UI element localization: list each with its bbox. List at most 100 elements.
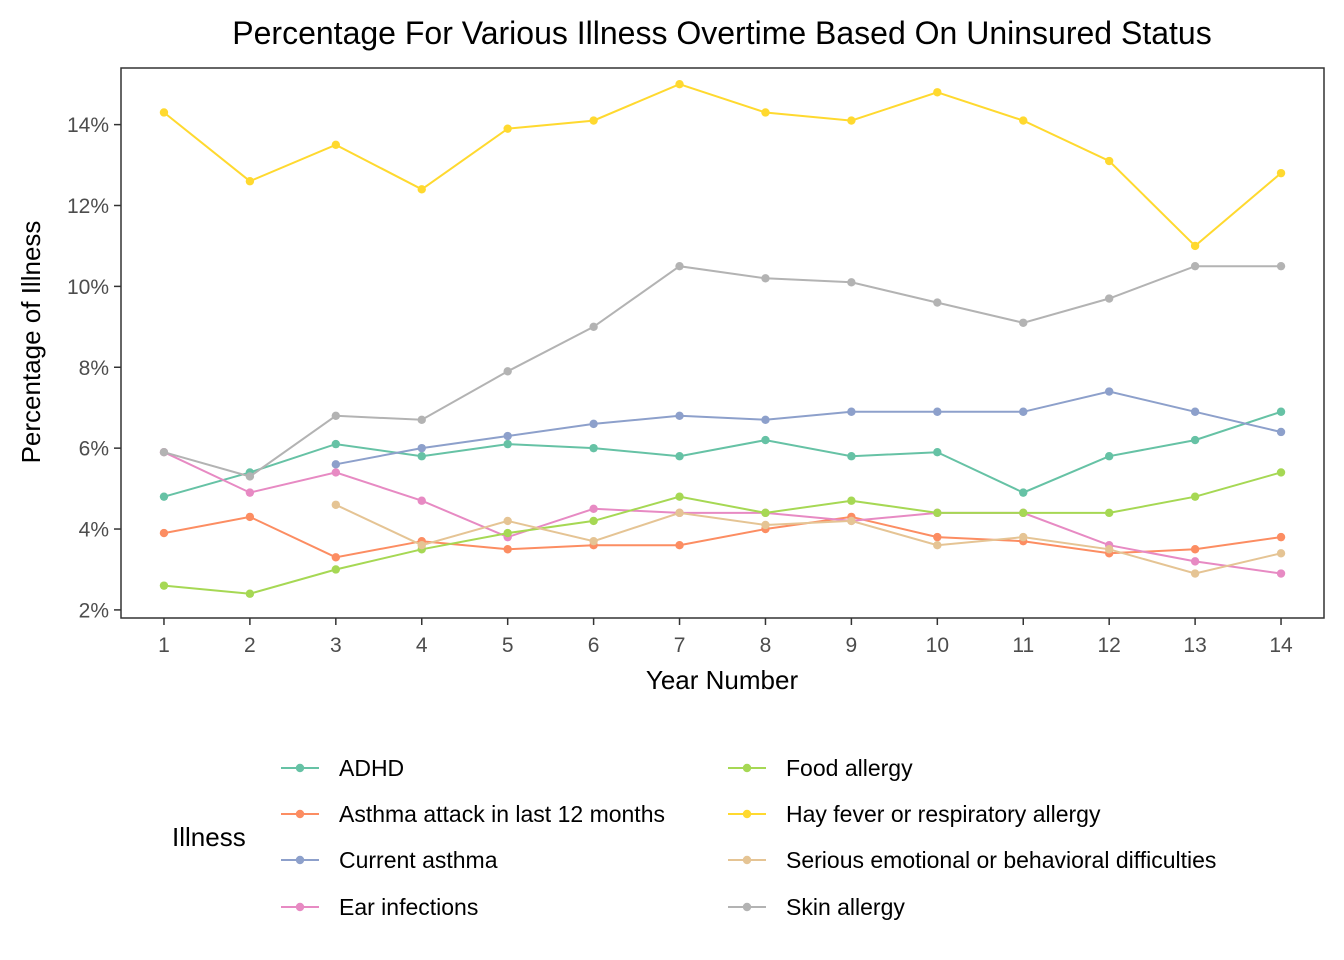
data-point-adhd xyxy=(1190,435,1200,445)
data-point-adhd xyxy=(589,443,598,453)
x-axis-title: Year Number xyxy=(646,665,799,695)
data-point-skin-allergy xyxy=(159,447,169,457)
y-tick-label: 10% xyxy=(67,276,109,299)
y-tick-label: 8% xyxy=(79,357,109,380)
x-tick-label: 12 xyxy=(1097,634,1120,657)
data-point-asthma-attack-in-last-12-months xyxy=(245,512,255,522)
data-point-adhd xyxy=(1104,452,1114,461)
y-tick-label: 12% xyxy=(67,195,109,218)
data-point-ear-infections xyxy=(331,468,341,477)
legend-items: ADHD Asthma attack in last 12 months Curre… xyxy=(281,755,1216,920)
x-tick-label: 14 xyxy=(1269,634,1293,657)
x-tick-label: 6 xyxy=(588,634,600,657)
data-point-adhd xyxy=(847,452,856,461)
data-point-adhd xyxy=(331,439,341,449)
x-tick-label: 1 xyxy=(158,634,170,657)
data-point-current-asthma xyxy=(675,411,684,420)
data-point-adhd xyxy=(503,439,512,449)
data-point-adhd xyxy=(675,452,684,461)
plot-border xyxy=(120,67,1325,619)
legend-item-ear-infections: Ear infections xyxy=(281,894,478,920)
data-point-skin-allergy xyxy=(503,367,512,376)
data-point-skin-allergy xyxy=(761,274,770,283)
legend-item-food-allergy: Food allergy xyxy=(728,755,913,781)
data-point-food-allergy xyxy=(1019,508,1028,518)
x-tick-label: 11 xyxy=(1012,634,1034,657)
series-line-hay-fever-or-respiratory-allergy xyxy=(163,83,1282,248)
data-point-hay-fever-or-respiratory-allergy xyxy=(675,79,684,89)
data-point-skin-allergy xyxy=(1019,318,1028,327)
y-tick-label: 6% xyxy=(79,438,109,461)
data-point-ear-infections xyxy=(1276,569,1286,578)
data-point-hay-fever-or-respiratory-allergy xyxy=(1190,241,1200,251)
data-point-current-asthma xyxy=(1104,387,1114,396)
data-point-hay-fever-or-respiratory-allergy xyxy=(503,124,512,133)
data-point-serious-emotional-or-behavioral-difficulties xyxy=(847,516,856,526)
y-tick-label: 4% xyxy=(79,519,109,542)
legend-label: Serious emotional or behavioral difficul… xyxy=(786,847,1216,873)
data-point-current-asthma xyxy=(589,419,598,429)
legend-key-point xyxy=(742,763,752,773)
data-point-asthma-attack-in-last-12-months xyxy=(159,528,169,538)
data-point-asthma-attack-in-last-12-months xyxy=(1190,545,1200,554)
data-point-adhd xyxy=(1019,488,1028,497)
legend-key-point xyxy=(742,902,752,912)
legend-title: Illness xyxy=(172,822,246,852)
legend-label: Asthma attack in last 12 months xyxy=(339,801,665,827)
data-point-serious-emotional-or-behavioral-difficulties xyxy=(1276,549,1286,558)
data-point-current-asthma xyxy=(331,460,341,469)
legend-label: Skin allergy xyxy=(786,894,905,920)
data-point-serious-emotional-or-behavioral-difficulties xyxy=(1019,532,1028,542)
data-point-food-allergy xyxy=(1190,492,1200,501)
data-point-skin-allergy xyxy=(847,278,856,287)
data-point-adhd xyxy=(761,435,770,445)
series-line-adhd xyxy=(163,410,1282,498)
x-tick-label: 9 xyxy=(846,634,858,657)
legend-item-current-asthma: Current asthma xyxy=(281,847,498,873)
data-point-current-asthma xyxy=(417,443,426,453)
series-current-asthma xyxy=(331,387,1286,469)
data-point-ear-infections xyxy=(1190,557,1200,566)
x-tick-label: 4 xyxy=(416,634,428,657)
data-point-serious-emotional-or-behavioral-difficulties xyxy=(675,508,684,518)
series-adhd xyxy=(159,407,1286,501)
data-point-ear-infections xyxy=(417,496,426,505)
data-point-food-allergy xyxy=(503,528,512,538)
data-point-current-asthma xyxy=(503,431,512,441)
data-point-skin-allergy xyxy=(589,322,598,332)
data-point-food-allergy xyxy=(933,508,942,518)
data-point-food-allergy xyxy=(331,565,341,574)
data-point-hay-fever-or-respiratory-allergy xyxy=(159,108,169,117)
data-point-food-allergy xyxy=(245,589,255,598)
series-layer xyxy=(159,79,1286,598)
data-point-food-allergy xyxy=(847,496,856,505)
data-point-asthma-attack-in-last-12-months xyxy=(503,545,512,554)
data-point-adhd xyxy=(933,447,942,457)
data-point-skin-allergy xyxy=(245,472,255,481)
legend-key-point xyxy=(295,902,305,912)
series-line-ear-infections xyxy=(163,451,1282,575)
x-tick-label: 8 xyxy=(760,634,772,657)
data-point-current-asthma xyxy=(761,415,770,425)
data-point-food-allergy xyxy=(159,581,169,590)
data-point-current-asthma xyxy=(1276,427,1286,437)
data-point-hay-fever-or-respiratory-allergy xyxy=(589,116,598,125)
chart-title: Percentage For Various Illness Overtime … xyxy=(232,15,1211,51)
data-point-asthma-attack-in-last-12-months xyxy=(675,541,684,550)
data-point-serious-emotional-or-behavioral-difficulties xyxy=(417,541,426,550)
series-line-skin-allergy xyxy=(163,265,1281,478)
series-line-asthma-attack-in-last-12-months xyxy=(163,515,1282,559)
legend-key-point xyxy=(742,809,752,819)
data-point-adhd xyxy=(417,452,426,461)
legend-item-skin-allergy: Skin allergy xyxy=(728,894,905,920)
data-point-hay-fever-or-respiratory-allergy xyxy=(245,177,255,186)
data-point-skin-allergy xyxy=(675,261,684,271)
y-tick-label: 2% xyxy=(79,599,109,622)
legend-key-point xyxy=(295,809,305,819)
data-point-food-allergy xyxy=(675,492,684,501)
data-point-skin-allergy xyxy=(1276,261,1286,271)
data-point-hay-fever-or-respiratory-allergy xyxy=(417,185,426,194)
y-tick-label: 14% xyxy=(67,114,109,137)
legend-key-point xyxy=(295,855,305,865)
